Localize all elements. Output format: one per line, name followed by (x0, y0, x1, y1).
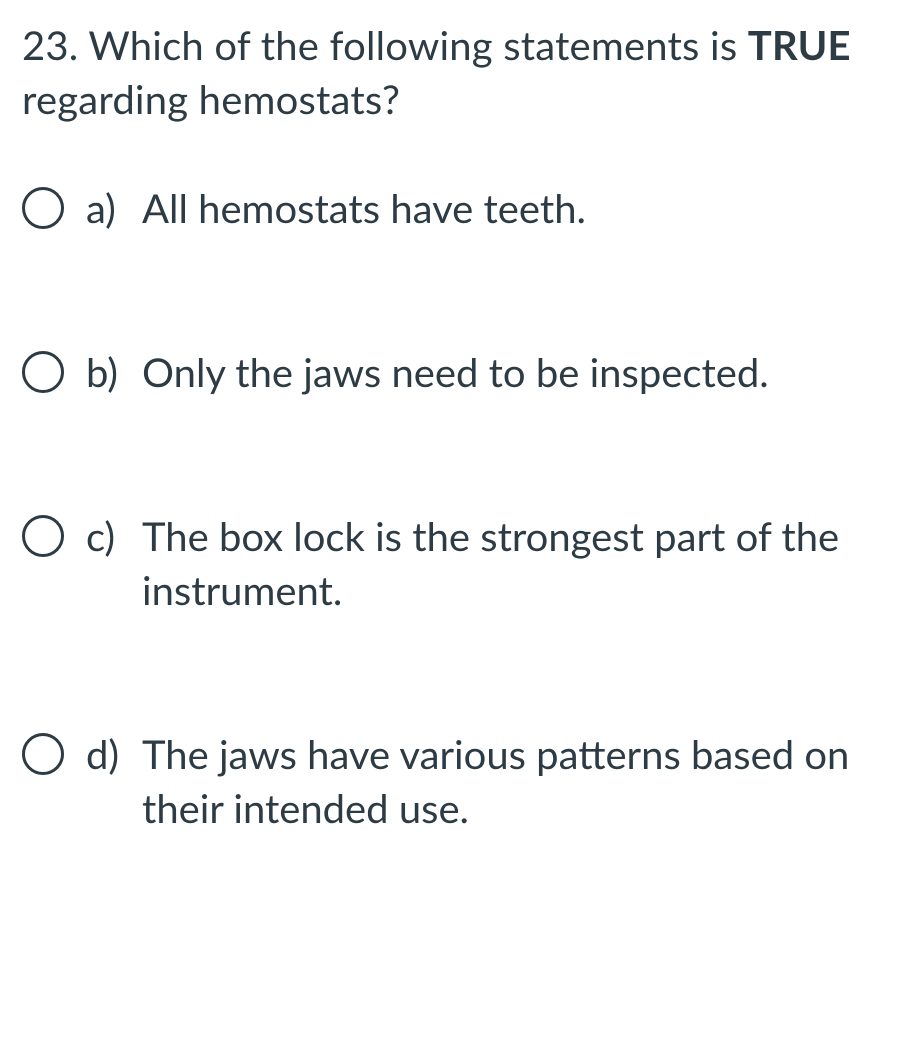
option-c[interactable]: c) The box lock is the strongest part of… (22, 509, 920, 617)
question-stem-post: regarding hemostats? (22, 75, 400, 123)
question-stem-pre: Which of the following statements is (88, 21, 747, 69)
radio-icon[interactable] (22, 733, 64, 775)
option-d[interactable]: d) The jaws have various patterns based … (22, 727, 920, 835)
question-stem: 23. Which of the following statements is… (22, 18, 920, 126)
option-b[interactable]: b) Only the jaws need to be inspected. (22, 345, 920, 399)
question-stem-emph: TRUE (748, 21, 851, 69)
radio-icon[interactable] (22, 351, 64, 393)
option-letter: a) (86, 181, 142, 235)
option-text: Only the jaws need to be inspected. (142, 345, 769, 399)
option-text: The box lock is the strongest part of th… (142, 509, 920, 617)
question-number: 23. (22, 21, 78, 69)
option-label: c) The box lock is the strongest part of… (86, 509, 920, 617)
radio-icon[interactable] (22, 515, 64, 557)
option-label: a) All hemostats have teeth. (86, 181, 586, 235)
question-container: 23. Which of the following statements is… (0, 0, 920, 835)
radio-icon[interactable] (22, 187, 64, 229)
option-text: All hemostats have teeth. (142, 181, 586, 235)
option-text: The jaws have various patterns based on … (142, 727, 920, 835)
option-label: d) The jaws have various patterns based … (86, 727, 920, 835)
option-a[interactable]: a) All hemostats have teeth. (22, 181, 920, 235)
option-letter: c) (86, 509, 142, 563)
options-list: a) All hemostats have teeth. b) Only the… (22, 181, 920, 835)
option-label: b) Only the jaws need to be inspected. (86, 345, 769, 399)
option-letter: d) (86, 727, 142, 781)
option-letter: b) (86, 345, 142, 399)
